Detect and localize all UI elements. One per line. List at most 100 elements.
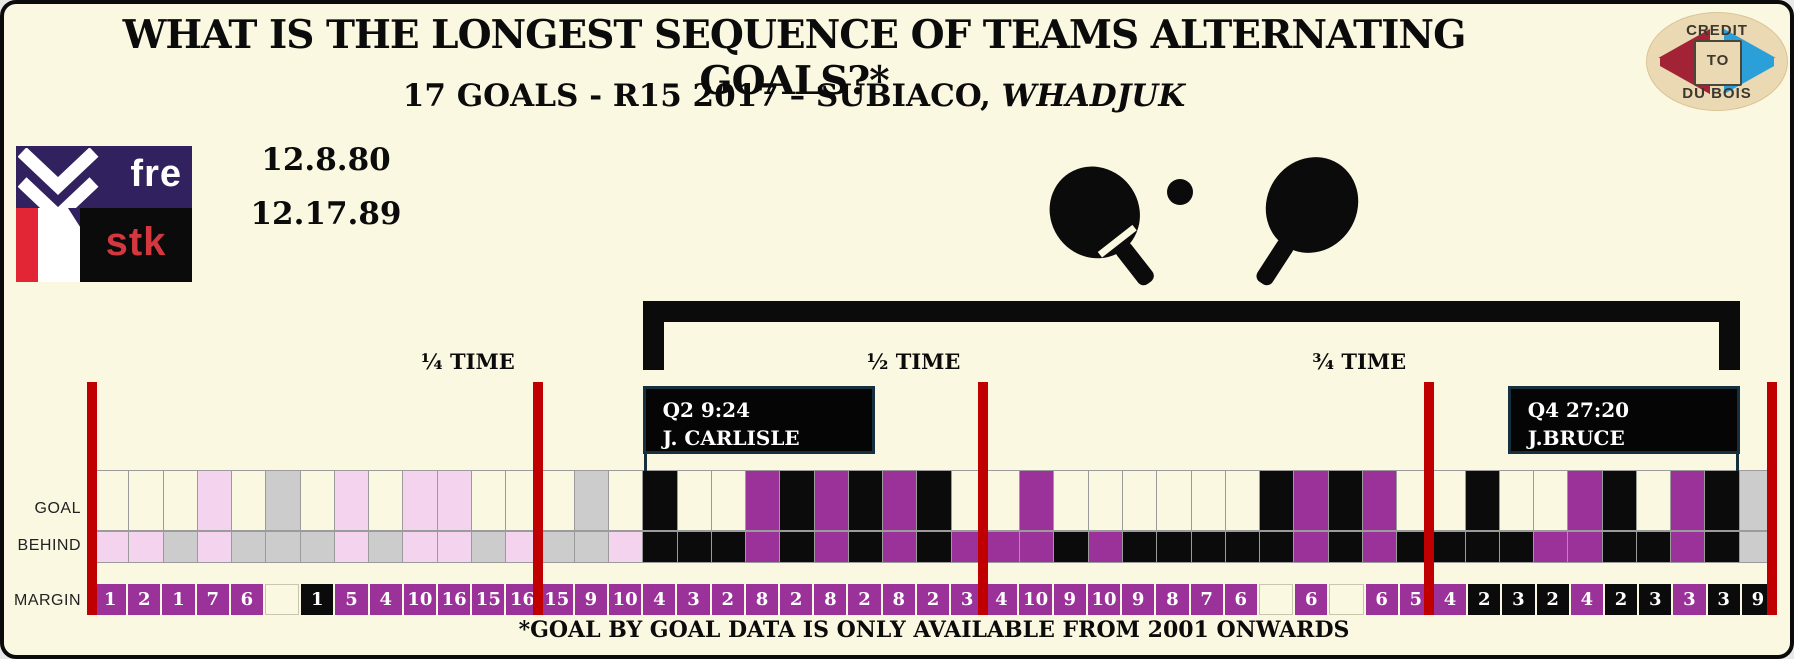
margin-cell: 4	[369, 584, 402, 615]
goal-cell	[470, 470, 507, 531]
behind-cell	[1464, 531, 1500, 563]
badge-square: TO	[1694, 40, 1742, 86]
margin-cell: 1	[301, 584, 334, 615]
subtitle-main: 17 GOALS - R15 2017 – SUBIACO,	[402, 78, 1002, 114]
behind-cell	[1670, 531, 1706, 563]
goal-cell	[333, 470, 370, 531]
margin-cell: 16	[438, 584, 471, 615]
annotation-connector	[1735, 454, 1739, 471]
behind-cell	[1293, 531, 1329, 563]
st-kilda-score: 12.17.89	[250, 196, 402, 232]
margin-cell: 3	[1502, 584, 1535, 615]
margin-row: 1 2 1 7 6 1 5 4 10 16 15 16 15 9 10 4 3 2 8 2 8 2 8 2 3 4 10 9 10 9 8 7…	[94, 584, 1774, 615]
st-kilda-black-panel: stk	[80, 208, 192, 282]
margin-cell: 6	[1295, 584, 1328, 615]
behind-cell	[1224, 531, 1261, 563]
margin-cell: 10	[1087, 584, 1121, 615]
goal-cell	[1224, 470, 1261, 531]
badge-credit-text: CREDIT	[1686, 22, 1748, 39]
goal-cell	[265, 470, 301, 531]
behind-cell	[1053, 531, 1089, 563]
goal-cell	[745, 470, 781, 531]
goal-cell	[779, 470, 815, 531]
annotation-player: J.BRUCE	[1527, 426, 1625, 450]
behind-cell	[402, 531, 438, 563]
margin-cell: 4	[1570, 584, 1603, 615]
goal-cell	[162, 470, 198, 531]
behind-cell	[916, 531, 952, 563]
margin-cell: 6	[1365, 584, 1398, 615]
goal-cell	[847, 470, 884, 531]
goal-cell	[1464, 470, 1500, 531]
goal-cell	[1053, 470, 1089, 531]
margin-cell: 1	[162, 584, 195, 615]
start-line	[87, 382, 97, 615]
goal-cell	[573, 470, 609, 531]
goal-cell	[813, 470, 849, 531]
goal-cell	[1704, 470, 1740, 531]
margin-cell: 2	[128, 584, 161, 615]
margin-cell: 9	[574, 584, 608, 615]
right-paddle-icon	[1256, 157, 1359, 286]
fremantle-logo: fre	[16, 146, 192, 210]
time-label: ¼ TIME	[420, 349, 515, 374]
st-kilda-red-stripe	[16, 208, 38, 282]
behind-cell	[813, 531, 849, 563]
behind-cell	[1190, 531, 1226, 563]
behind-cell	[539, 531, 575, 563]
fremantle-chevron-icon	[18, 148, 99, 210]
behind-cell	[128, 531, 164, 563]
streak-bracket-bar	[642, 301, 1740, 322]
margin-cell: 9	[1122, 584, 1155, 615]
goal-cell	[1567, 470, 1603, 531]
behind-cell	[710, 531, 747, 563]
behind-cell	[299, 531, 335, 563]
behind-cell	[1156, 531, 1192, 563]
quarter-line	[1767, 382, 1777, 615]
margin-cell: 8	[1156, 584, 1189, 615]
annotation-player: J. CARLISLE	[662, 426, 800, 450]
goal-cell	[1498, 470, 1535, 531]
goal-cell	[1670, 470, 1706, 531]
quarter-line	[1424, 382, 1435, 615]
goal-row-label: GOAL	[34, 500, 81, 517]
goal-cell	[436, 470, 472, 531]
behind-row-label: BEHIND	[17, 537, 81, 554]
margin-cell: 10	[1019, 584, 1052, 615]
goal-cell	[539, 470, 575, 531]
behind-cell	[333, 531, 370, 563]
margin-cell: 2	[711, 584, 744, 615]
behind-row	[94, 531, 1775, 563]
goal-cell	[1259, 470, 1295, 531]
goal-cell	[196, 470, 233, 531]
behind-cell	[1019, 531, 1055, 563]
behind-cell	[1635, 531, 1672, 563]
behind-cell	[162, 531, 198, 563]
footnote: *GOAL BY GOAL DATA IS ONLY AVAILABLE FRO…	[518, 617, 1350, 643]
behind-cell	[676, 531, 712, 563]
goal-cell	[1601, 470, 1637, 531]
margin-cell: 4	[643, 584, 676, 615]
streak-bracket-right-arm	[1718, 301, 1740, 370]
goal-cell	[1533, 470, 1569, 531]
margin-cell	[1329, 584, 1364, 615]
annotation-time: Q4 27:20	[1527, 398, 1630, 422]
margin-cell: 2	[916, 584, 950, 615]
table-tennis-paddles-icon	[1049, 157, 1359, 286]
goal-annotation: Q2 9:24 J. CARLISLE	[642, 386, 875, 454]
behind-cell	[1601, 531, 1637, 563]
left-paddle-icon	[1049, 166, 1154, 286]
behind-cell	[196, 531, 233, 563]
goal-cell	[984, 470, 1021, 531]
behind-cell	[847, 531, 884, 563]
behind-cell	[1087, 531, 1123, 563]
goal-cell	[882, 470, 918, 531]
fremantle-score: 12.8.80	[261, 142, 391, 178]
margin-cell: 3	[1639, 584, 1672, 615]
margin-cell: 6	[230, 584, 264, 615]
behind-cell	[436, 531, 472, 563]
page-title: WHAT IS THE LONGEST SEQUENCE OF TEAMS AL…	[122, 12, 1467, 104]
behind-cell	[882, 531, 918, 563]
behind-cell	[368, 531, 404, 563]
goal-cell	[299, 470, 335, 531]
